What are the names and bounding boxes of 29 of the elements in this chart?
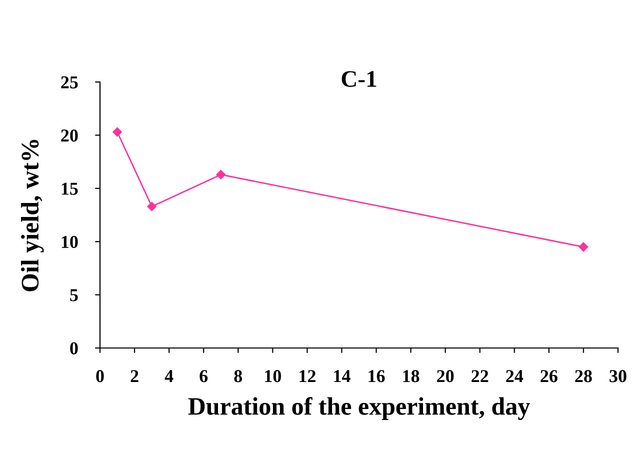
x-tick-label: 28 — [575, 370, 592, 382]
x-tick-label: 8 — [234, 370, 242, 382]
x-tick-label: 18 — [403, 370, 420, 382]
y-tick-label: 15 — [62, 182, 78, 195]
x-tick-label: 10 — [265, 370, 282, 382]
x-tick-label: 12 — [300, 370, 316, 382]
y-tick-label: 10 — [62, 236, 78, 248]
chart-title: C-1 — [342, 71, 376, 87]
x-tick-label: 20 — [437, 370, 454, 382]
x-tick-label: 16 — [368, 370, 385, 382]
point — [216, 170, 226, 180]
x-axis-title: Duration of the experiment, day — [188, 397, 530, 420]
y-tick-label: 25 — [61, 76, 78, 88]
x-tick-label: 0 — [96, 370, 104, 382]
y-axis-title: Oil yield, wt% — [21, 140, 44, 292]
x-tick-label: 4 — [164, 370, 174, 382]
x-tick-label: 14 — [334, 370, 350, 382]
y-tick-label: 5 — [70, 289, 78, 302]
point — [578, 242, 588, 252]
x-tick-label: 24 — [506, 370, 524, 382]
x-tick-label: 30 — [610, 370, 626, 382]
x-tick-label: 6 — [200, 370, 208, 382]
x-tick-label: 26 — [540, 370, 558, 382]
x-tick-label: 2 — [130, 370, 138, 382]
y-tick-label: 0 — [70, 342, 78, 354]
y-tick-label: 20 — [61, 129, 78, 142]
point — [112, 127, 122, 137]
point — [147, 202, 156, 212]
x-tick-label: 22 — [472, 370, 488, 382]
